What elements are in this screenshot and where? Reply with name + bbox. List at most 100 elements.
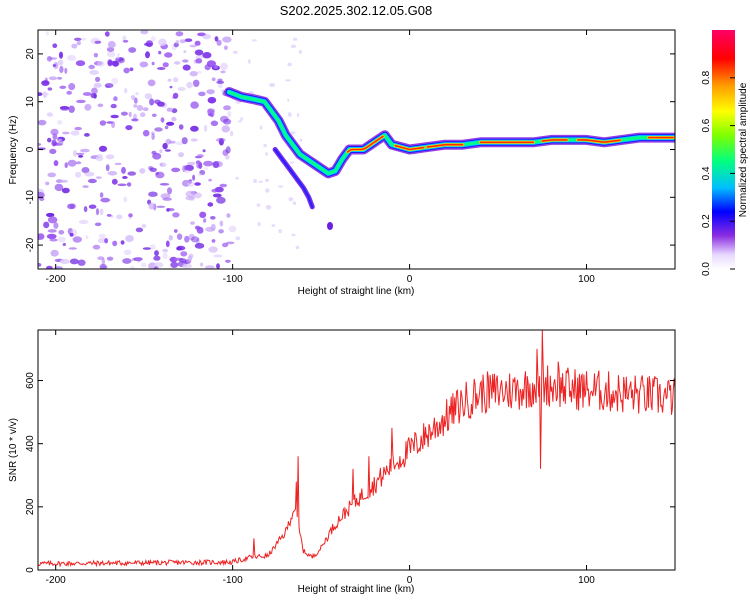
noise-blob xyxy=(297,112,300,118)
noise-blob xyxy=(185,190,195,198)
noise-blob xyxy=(162,62,169,68)
noise-blob xyxy=(206,89,215,95)
noise-blob xyxy=(149,244,156,250)
noise-blob xyxy=(221,242,229,248)
noise-blob xyxy=(240,117,244,121)
noise-blob xyxy=(39,197,45,201)
noise-blob xyxy=(177,86,186,91)
noise-blob xyxy=(46,55,53,62)
noise-blob xyxy=(225,259,231,263)
noise-blob xyxy=(162,252,168,260)
noise-blob xyxy=(228,225,237,233)
noise-blob xyxy=(226,213,231,218)
noise-blob xyxy=(78,219,89,225)
noise-blob xyxy=(74,126,82,131)
x-tick-label: 0 xyxy=(407,274,413,285)
noise-blob xyxy=(128,217,132,220)
noise-blob xyxy=(68,83,76,91)
y-tick-label: 0 xyxy=(25,567,36,573)
noise-blob xyxy=(179,258,187,263)
branch-spot xyxy=(327,222,333,230)
noise-blob xyxy=(48,57,58,60)
noise-blob xyxy=(93,52,99,58)
noise-blob xyxy=(64,67,68,74)
noise-blob xyxy=(112,60,119,67)
noise-blob xyxy=(148,191,158,197)
noise-blob xyxy=(53,222,59,229)
noise-blob xyxy=(180,251,188,257)
noise-blob xyxy=(182,165,187,173)
noise-blob xyxy=(38,234,43,240)
noise-blob xyxy=(187,255,192,263)
noise-blob xyxy=(99,120,107,126)
noise-blob xyxy=(53,61,59,70)
noise-blob xyxy=(141,262,147,268)
noise-blob xyxy=(194,49,204,56)
noise-blob xyxy=(141,224,147,228)
noise-blob xyxy=(100,197,111,203)
noise-blob xyxy=(184,38,193,42)
noise-blob xyxy=(57,236,66,243)
noise-blob xyxy=(70,130,80,136)
noise-blob xyxy=(202,34,211,40)
noise-blob xyxy=(291,233,296,237)
noise-blob xyxy=(74,171,82,178)
noise-blob xyxy=(292,201,297,205)
noise-blob xyxy=(190,101,199,109)
noise-blob xyxy=(147,79,156,87)
noise-blob xyxy=(59,65,64,74)
noise-blob xyxy=(50,249,59,257)
noise-blob xyxy=(38,263,42,267)
noise-blob xyxy=(116,214,123,220)
noise-blob xyxy=(172,92,179,99)
noise-blob xyxy=(69,232,74,237)
noise-blob xyxy=(172,77,179,83)
noise-blob xyxy=(183,50,187,53)
noise-blob xyxy=(292,37,298,41)
noise-blob xyxy=(159,149,163,154)
noise-blob xyxy=(84,171,95,177)
y-tick-label: 400 xyxy=(25,435,36,452)
noise-blob xyxy=(85,235,89,240)
noise-blob xyxy=(159,162,167,168)
noise-blob xyxy=(110,114,119,119)
noise-blob xyxy=(150,36,156,42)
noise-blob xyxy=(247,59,251,64)
noise-blob xyxy=(81,167,90,174)
ridge-hot xyxy=(541,139,568,142)
noise-blob xyxy=(106,51,116,58)
noise-blob xyxy=(46,212,55,218)
noise-blob xyxy=(47,137,52,143)
y-tick-label: 600 xyxy=(25,372,36,389)
noise-blob xyxy=(104,83,114,88)
noise-blob xyxy=(167,187,172,195)
noise-blob xyxy=(122,39,129,43)
noise-blob xyxy=(82,92,92,96)
noise-blob xyxy=(230,130,234,137)
noise-blob xyxy=(54,266,63,269)
noise-blob xyxy=(123,196,128,203)
noise-blob xyxy=(128,47,137,53)
noise-blob xyxy=(101,258,106,266)
noise-blob xyxy=(202,149,206,153)
colorbar-tick-label: 0.0 xyxy=(701,262,712,276)
noise-blob xyxy=(182,59,189,63)
noise-blob xyxy=(88,204,97,209)
noise-blob xyxy=(152,152,162,160)
noise-blob xyxy=(172,212,180,218)
noise-blob xyxy=(252,39,257,42)
noise-blob xyxy=(166,121,175,126)
spectrogram-ylabel: Frequency (Hz) xyxy=(8,116,19,185)
noise-blob xyxy=(105,164,110,172)
ridge-line xyxy=(227,90,675,175)
noise-blob xyxy=(149,167,157,172)
noise-blob xyxy=(128,213,133,218)
noise-blob xyxy=(95,76,101,83)
noise-blob xyxy=(290,44,297,49)
noise-blob xyxy=(84,103,92,111)
noise-blob xyxy=(259,125,263,130)
noise-blob xyxy=(211,77,216,82)
noise-blob xyxy=(253,178,257,184)
x-tick-label: -100 xyxy=(223,575,243,586)
noise-blob xyxy=(178,152,184,158)
